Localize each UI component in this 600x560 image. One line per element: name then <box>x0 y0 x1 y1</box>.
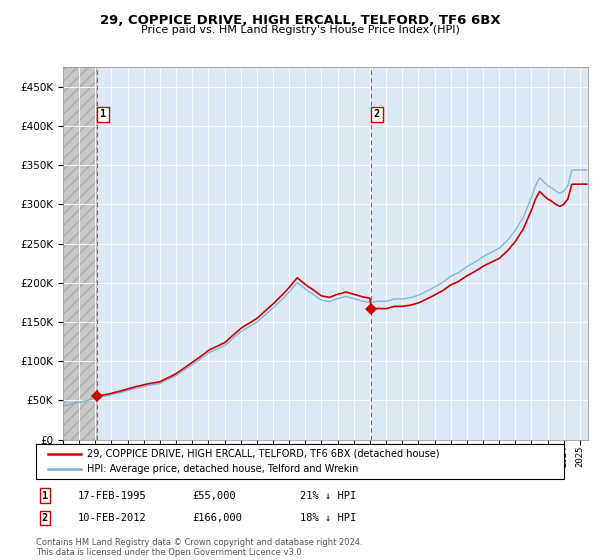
Text: Contains HM Land Registry data © Crown copyright and database right 2024.
This d: Contains HM Land Registry data © Crown c… <box>36 538 362 557</box>
Text: £55,000: £55,000 <box>192 491 236 501</box>
Text: 10-FEB-2012: 10-FEB-2012 <box>78 513 147 523</box>
Text: 29, COPPICE DRIVE, HIGH ERCALL, TELFORD, TF6 6BX: 29, COPPICE DRIVE, HIGH ERCALL, TELFORD,… <box>100 14 500 27</box>
Text: 21% ↓ HPI: 21% ↓ HPI <box>300 491 356 501</box>
Text: HPI: Average price, detached house, Telford and Wrekin: HPI: Average price, detached house, Telf… <box>87 464 358 474</box>
Text: £166,000: £166,000 <box>192 513 242 523</box>
Text: 17-FEB-1995: 17-FEB-1995 <box>78 491 147 501</box>
Text: 29, COPPICE DRIVE, HIGH ERCALL, TELFORD, TF6 6BX (detached house): 29, COPPICE DRIVE, HIGH ERCALL, TELFORD,… <box>87 449 439 459</box>
Text: Price paid vs. HM Land Registry's House Price Index (HPI): Price paid vs. HM Land Registry's House … <box>140 25 460 35</box>
Text: 2: 2 <box>374 109 380 119</box>
Text: 18% ↓ HPI: 18% ↓ HPI <box>300 513 356 523</box>
Text: 2: 2 <box>42 513 48 523</box>
Text: 1: 1 <box>42 491 48 501</box>
Text: 1: 1 <box>100 109 106 119</box>
